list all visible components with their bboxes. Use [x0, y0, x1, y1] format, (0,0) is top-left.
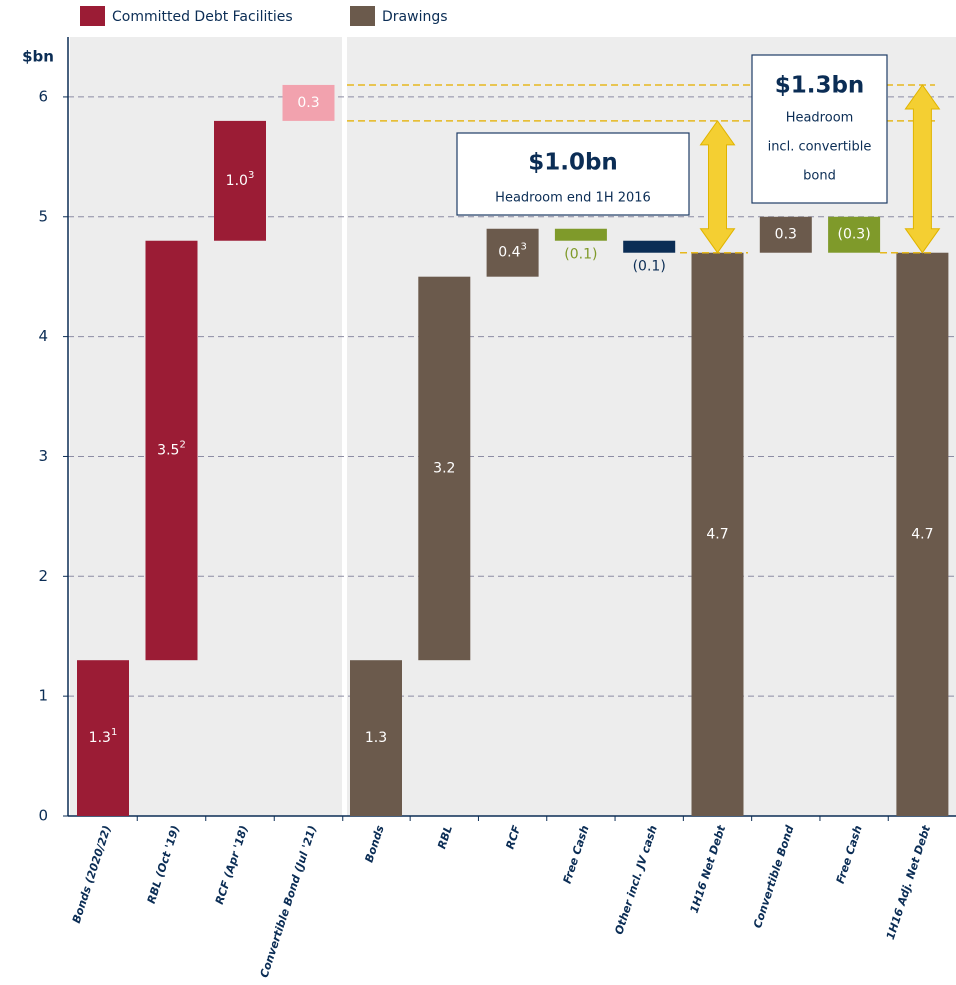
- legend-swatch: [80, 6, 105, 26]
- value-text: (0.1): [564, 247, 597, 263]
- bar: [282, 84, 335, 121]
- annotation-text: bond: [803, 169, 836, 184]
- y-tick-label: 4: [38, 327, 48, 345]
- value-text: 3.5: [157, 442, 179, 458]
- value-label: 1.3: [365, 730, 387, 746]
- value-text: 1.3: [89, 730, 111, 746]
- y-tick-label: 3: [38, 447, 48, 465]
- x-tick-label: RBL (Oct '19): [145, 824, 183, 905]
- annotation-text: Headroom end 1H 2016: [495, 191, 651, 206]
- bar: [896, 252, 949, 816]
- x-tick-label: RCF (Apr '18): [213, 824, 251, 906]
- annotation-box: [456, 132, 690, 216]
- bar: [691, 252, 744, 816]
- value-text: 0.3: [297, 95, 319, 111]
- y-tick-label: 0: [38, 807, 48, 825]
- value-label: 0.43: [498, 242, 527, 261]
- bar: [554, 228, 607, 241]
- bar: [623, 240, 676, 253]
- value-text: (0.3): [837, 227, 870, 243]
- annotation-title: $1.3bn: [775, 73, 865, 99]
- x-tick-label: Convertible Bond (Jul '21): [258, 824, 320, 979]
- footnote-mark: 3: [248, 170, 254, 181]
- value-label: 3.52: [157, 439, 186, 458]
- bar: [828, 216, 881, 253]
- x-tick-label: Convertible Bond: [751, 824, 797, 930]
- bar: [145, 240, 198, 661]
- value-text: 0.4: [498, 245, 520, 261]
- x-tick-label: Bonds: [363, 823, 387, 864]
- y-tick-label: 1: [38, 687, 48, 705]
- value-text: (0.1): [633, 259, 666, 275]
- annotation-text: Headroom: [786, 111, 854, 126]
- value-text: 4.7: [706, 526, 728, 542]
- x-tick-label: Free Cash: [834, 824, 865, 886]
- legend-label: Drawings: [382, 9, 448, 25]
- value-label: 3.2: [433, 460, 455, 476]
- bar: [77, 660, 129, 816]
- value-text: 1.0: [226, 173, 248, 189]
- bar: [486, 228, 539, 277]
- y-tick-label: 5: [38, 207, 48, 225]
- footnote-mark: 3: [521, 242, 527, 253]
- footnote-mark: 1: [111, 727, 117, 738]
- x-tick-label: Bonds (2020/22): [70, 824, 114, 925]
- value-label: 4.7: [911, 526, 933, 542]
- y-tick-label: 2: [38, 567, 48, 585]
- legend-label: Committed Debt Facilities: [112, 9, 293, 25]
- x-tick-label: 1H16 Net Debt: [688, 823, 729, 915]
- value-label: 1.03: [226, 170, 255, 189]
- annotation-box: [751, 54, 888, 204]
- value-text: 4.7: [911, 526, 933, 542]
- y-tick-label: 6: [38, 87, 48, 105]
- annotation-text: incl. convertible: [768, 140, 872, 155]
- value-label: 1.31: [89, 727, 118, 746]
- value-text: 1.3: [365, 730, 387, 746]
- x-tick-label: 1H16 Adj. Net Debt: [884, 823, 933, 941]
- value-text: 0.3: [775, 227, 797, 243]
- bar: [418, 276, 471, 661]
- value-label: 0.3: [297, 95, 319, 111]
- value-label: 4.7: [706, 526, 728, 542]
- value-label: (0.1): [564, 247, 597, 263]
- headroom-arrow: [904, 84, 941, 254]
- y-axis-label: $bn: [22, 48, 54, 66]
- annotation-title: $1.0bn: [528, 150, 618, 176]
- x-tick-label: RCF: [504, 823, 524, 850]
- bar: [214, 120, 266, 241]
- x-tick-label: Other incl. JV cash: [612, 824, 660, 936]
- legend-swatch: [350, 6, 375, 26]
- value-text: 3.2: [433, 460, 455, 476]
- x-tick-label: RBL: [435, 824, 455, 851]
- value-label: (0.1): [633, 259, 666, 275]
- value-label: 0.3: [775, 227, 797, 243]
- value-label: (0.3): [837, 227, 870, 243]
- bar: [759, 216, 812, 253]
- bar: [350, 660, 402, 816]
- footnote-mark: 2: [179, 439, 185, 450]
- headroom-arrow: [699, 120, 736, 254]
- x-tick-label: Free Cash: [561, 824, 592, 886]
